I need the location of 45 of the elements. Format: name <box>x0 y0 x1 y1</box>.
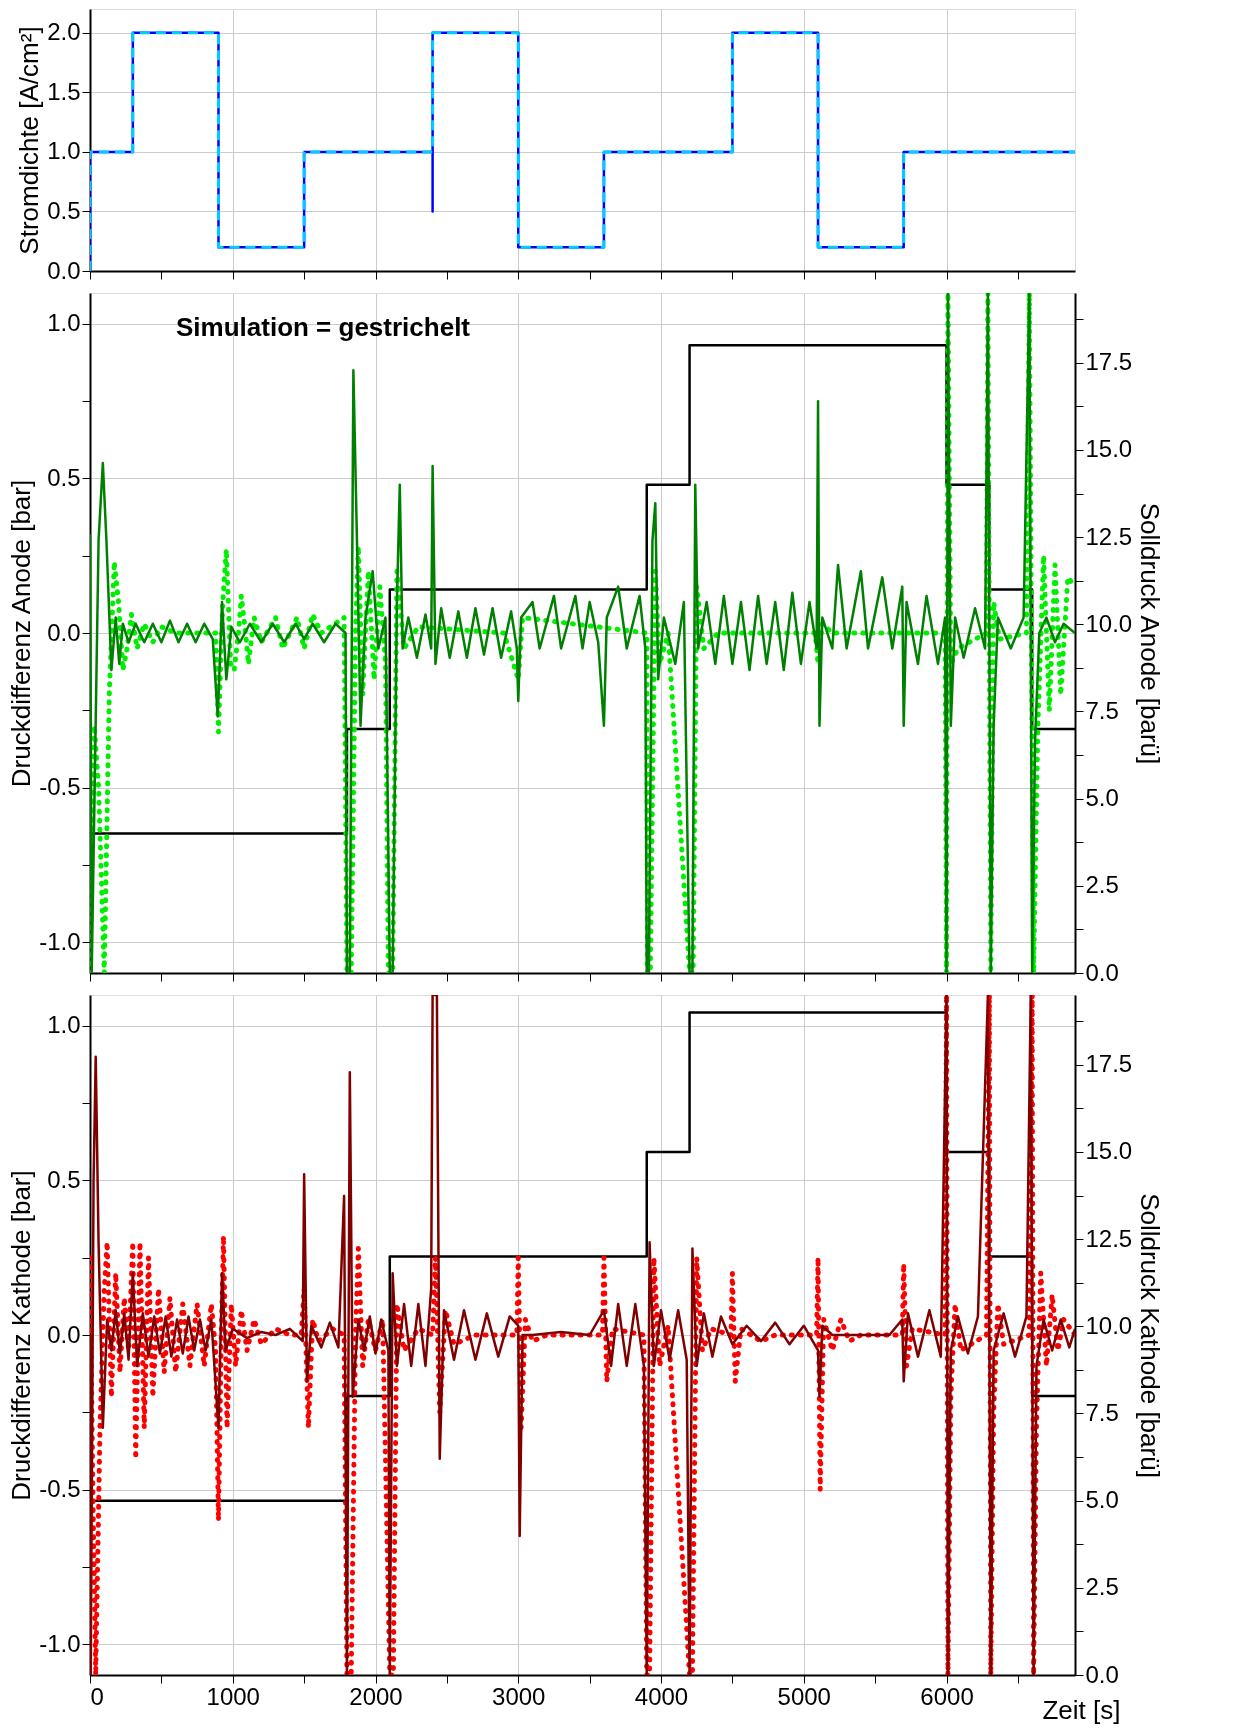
y-tick-label: -1.0 <box>39 927 81 955</box>
y-tick-label: -0.5 <box>39 1475 81 1503</box>
y2-tick-label: 7.5 <box>1085 1398 1119 1426</box>
y2-tick-label: 0.0 <box>1085 1660 1119 1688</box>
y2-axis-title: Solldruck Anode [barü] <box>1135 502 1166 765</box>
y-tick-label: -0.5 <box>39 773 81 801</box>
y2-tick-label: 17.5 <box>1085 1050 1133 1078</box>
y-tick-label: 0.0 <box>47 1320 81 1348</box>
y-tick-label: 0.0 <box>47 256 81 284</box>
x-tick-label: 4000 <box>634 1682 689 1710</box>
y2-tick-label: 10.0 <box>1085 1311 1133 1339</box>
y-axis-title: Druckdifferenz Anode [bar] <box>6 479 37 788</box>
x-tick-label: 1000 <box>206 1682 260 1710</box>
x-tick-label: 2000 <box>349 1682 403 1710</box>
y2-tick-label: 15.0 <box>1085 1137 1133 1165</box>
y2-tick-label: 10.0 <box>1085 609 1133 637</box>
y-axis-title: Stromdichte [A/cm²] <box>14 26 45 255</box>
y2-tick-label: 5.0 <box>1085 1486 1119 1514</box>
y2-tick-label: 12.5 <box>1085 1224 1133 1252</box>
y2-axis-title: Solldruck Kathode [barü] <box>1135 1193 1166 1478</box>
x-axis-title: Zeit [s] <box>1042 1694 1121 1725</box>
y-tick-label: 0.5 <box>47 1165 81 1193</box>
y-axis-title: Druckdifferenz Kathode [bar] <box>6 1170 37 1501</box>
y-tick-label: 0.5 <box>47 463 81 491</box>
y2-tick-label: 5.0 <box>1085 784 1119 812</box>
y-tick-label: 1.0 <box>47 137 81 165</box>
y-tick-label: 0.0 <box>47 618 81 646</box>
y2-tick-label: 2.5 <box>1085 1573 1119 1601</box>
y2-tick-label: 15.0 <box>1085 435 1133 463</box>
y-tick-label: 1.0 <box>47 309 81 337</box>
x-tick-label: 3000 <box>492 1682 546 1710</box>
y-tick-label: 1.0 <box>47 1011 81 1039</box>
y-tick-label: 1.5 <box>47 77 81 105</box>
y-tick-label: 2.0 <box>47 18 81 46</box>
y-tick-label: 0.5 <box>47 196 81 224</box>
x-tick-label: 6000 <box>920 1682 974 1710</box>
x-tick-label: 0 <box>90 1682 104 1710</box>
x-tick-label: 5000 <box>777 1682 831 1710</box>
y2-tick-label: 7.5 <box>1085 696 1119 724</box>
y2-tick-label: 0.0 <box>1085 958 1119 986</box>
y2-tick-label: 12.5 <box>1085 522 1133 550</box>
y2-tick-label: 2.5 <box>1085 871 1119 899</box>
y-tick-label: -1.0 <box>39 1629 81 1657</box>
annotation: Simulation = gestrichelt <box>176 312 471 342</box>
y2-tick-label: 17.5 <box>1085 348 1133 376</box>
